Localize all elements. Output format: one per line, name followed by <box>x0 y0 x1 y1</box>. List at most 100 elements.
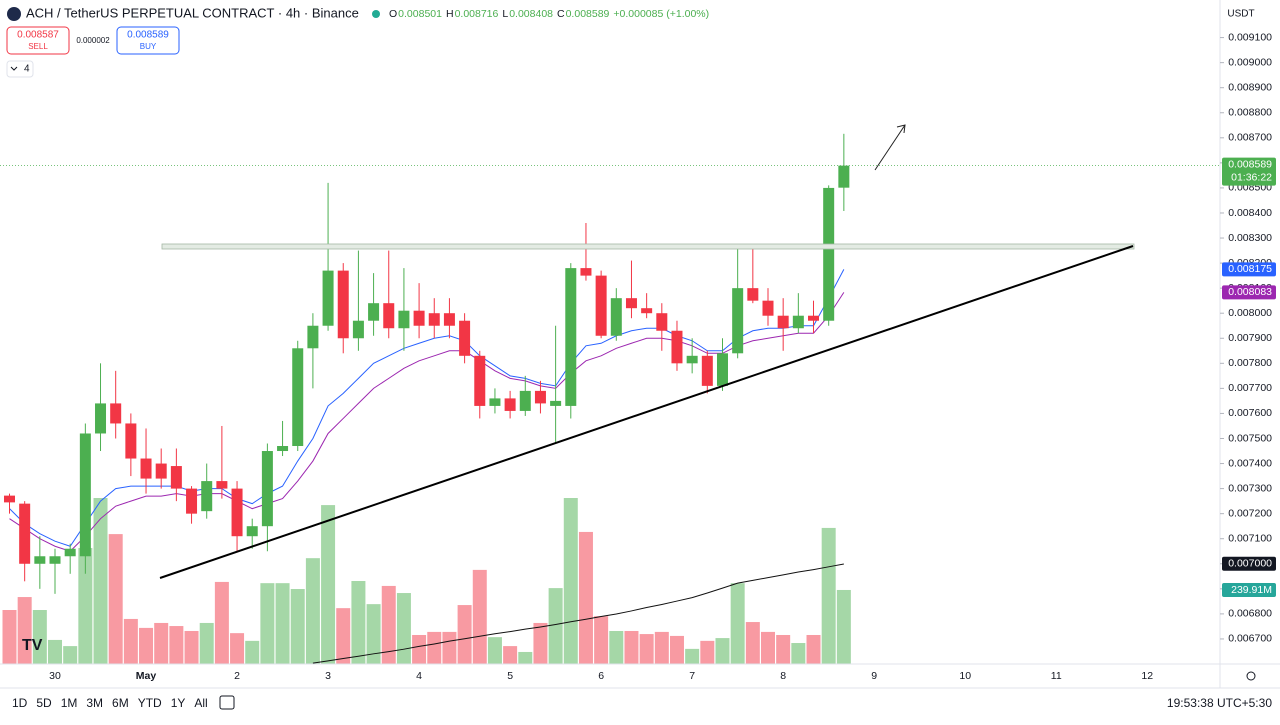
y-tick-label: 0.007200 <box>1228 507 1272 519</box>
y-tick-label: 0.008800 <box>1228 107 1272 119</box>
candle-body <box>307 325 319 349</box>
candle-body <box>49 556 61 564</box>
candle-body <box>519 390 531 411</box>
y-tick-label: 0.008400 <box>1228 207 1272 219</box>
candle-body <box>368 303 380 321</box>
x-tick-label: 30 <box>49 670 61 682</box>
candle-body <box>641 308 653 314</box>
volume-bar <box>260 583 275 664</box>
sell-button[interactable] <box>6 26 70 55</box>
ohlc-value: 0.008501 <box>398 8 442 20</box>
settings-icon[interactable] <box>1246 671 1256 681</box>
volume-bar <box>427 631 442 664</box>
candle-body <box>231 488 243 537</box>
volume-bar <box>108 534 123 664</box>
arrow <box>874 124 906 171</box>
y-tick-label: 0.007300 <box>1228 482 1272 494</box>
candle-body <box>459 320 471 356</box>
timeframe-button[interactable]: All <box>194 696 207 710</box>
x-tick-label: 11 <box>1051 670 1062 682</box>
volume-bar <box>275 583 290 664</box>
volume-bar <box>487 637 502 664</box>
calendar-icon[interactable] <box>219 695 235 710</box>
plot <box>0 133 1220 664</box>
x-tick-label: 12 <box>1141 670 1153 682</box>
current-price-box <box>1222 157 1276 186</box>
candle-body <box>413 310 425 326</box>
volume-ma-line <box>312 563 844 664</box>
candle-body <box>140 458 152 479</box>
indicators-toggle[interactable] <box>6 60 34 78</box>
toolbar: 1D 5D 1M 3M 6M YTD 1Y All <box>12 696 208 710</box>
volume-label: 239.91M <box>1231 584 1272 596</box>
buy-button[interactable] <box>116 26 180 55</box>
x-tick-label: May <box>136 670 157 682</box>
candle-body <box>747 288 759 301</box>
volume-bar <box>381 585 396 664</box>
ohlc-value: 0.008408 <box>509 8 553 20</box>
volume-bar <box>290 589 305 664</box>
candle-body <box>261 451 273 527</box>
y-tick-label: 0.008700 <box>1228 132 1272 144</box>
candle-body <box>34 556 46 564</box>
volume-bar <box>336 608 351 664</box>
timeframe-button[interactable]: 5D <box>36 696 52 710</box>
currency[interactable]: USDT <box>1227 9 1254 20</box>
y-tick-label: 0.007400 <box>1228 457 1272 469</box>
candle-body <box>595 275 607 336</box>
y-tick-label: 0.009100 <box>1228 31 1272 43</box>
volume-bar <box>806 634 821 664</box>
candle-body <box>489 398 501 406</box>
y-tick-label: 0.009000 <box>1228 56 1272 68</box>
timeframe-button[interactable]: 1D <box>12 696 28 710</box>
timeframe-button[interactable]: YTD <box>138 696 162 710</box>
volume-bar <box>93 498 108 664</box>
ema-label-box <box>1222 262 1276 277</box>
ohlc-value: 0.008589 <box>566 8 610 20</box>
candle-body <box>125 423 137 459</box>
buy-price: 0.008589 <box>127 30 169 41</box>
volume-bar <box>139 627 154 664</box>
y-tick-label: 0.008300 <box>1228 232 1272 244</box>
y-tick-label: 0.007900 <box>1228 332 1272 344</box>
volume-bar <box>2 610 17 664</box>
candle-body <box>762 300 774 316</box>
symbol-icon <box>7 7 21 21</box>
candle-body <box>550 400 562 406</box>
y-tick-label: 0.007700 <box>1228 382 1272 394</box>
volume-bar <box>472 569 487 664</box>
volume-bar <box>761 631 775 664</box>
timeframe-button[interactable]: 1Y <box>171 696 186 710</box>
volume-bar <box>715 638 730 664</box>
x-tick-label: 4 <box>416 670 422 682</box>
candle-body <box>79 433 91 557</box>
volume-bar <box>199 622 214 664</box>
symbol-title: ACH / TetherUS PERPETUAL CONTRACT · 4h ·… <box>26 5 359 20</box>
volume-bar <box>639 634 654 664</box>
volume-bar <box>836 589 851 664</box>
volume-bar <box>412 634 427 664</box>
candle-body <box>352 320 364 339</box>
y-tick-label: 0.006700 <box>1228 633 1272 645</box>
timeframe-button[interactable]: 6M <box>112 696 129 710</box>
volume-bar <box>396 593 411 664</box>
ohlc-value: 0.008716 <box>455 8 499 20</box>
timeframe-button[interactable]: 1M <box>61 696 78 710</box>
volume-bar <box>821 527 836 664</box>
current-price: 0.008589 <box>1228 158 1272 170</box>
price-marker: 0.007000 <box>1228 558 1272 570</box>
ohlc-letter: H <box>446 8 454 20</box>
ema-label: 0.008083 <box>1228 286 1272 298</box>
candle-body <box>823 187 835 321</box>
ohlc-letter: O <box>389 8 397 20</box>
ema-label-box <box>1222 285 1276 300</box>
volume-bar <box>791 643 806 664</box>
y-tick-label: 0.008000 <box>1228 307 1272 319</box>
volume-bar <box>776 634 791 664</box>
timeframe-button[interactable]: 3M <box>86 696 103 710</box>
candle-body <box>656 313 668 331</box>
candle-body <box>474 355 486 406</box>
volume-bar <box>32 610 47 664</box>
candle-body <box>292 348 304 447</box>
